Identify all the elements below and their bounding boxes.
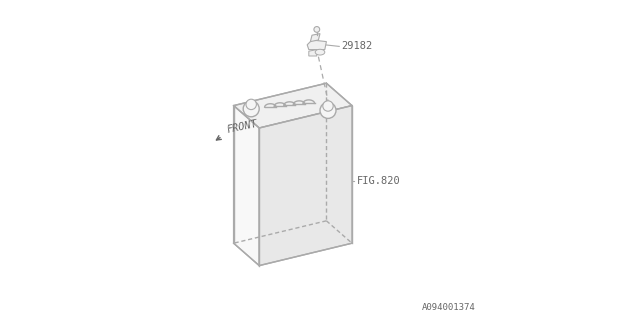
Ellipse shape (315, 49, 325, 55)
Circle shape (246, 99, 257, 109)
Text: FIG.820: FIG.820 (357, 176, 401, 186)
Text: 29182: 29182 (340, 41, 372, 52)
Circle shape (320, 102, 336, 118)
Text: FRONT: FRONT (226, 119, 259, 135)
Polygon shape (307, 40, 326, 50)
Polygon shape (308, 50, 317, 56)
Circle shape (314, 27, 320, 32)
Polygon shape (234, 83, 352, 128)
Text: A094001374: A094001374 (422, 303, 475, 312)
Polygon shape (234, 106, 259, 266)
Circle shape (243, 101, 259, 117)
Circle shape (323, 101, 333, 111)
Polygon shape (310, 34, 320, 42)
Polygon shape (259, 106, 352, 266)
